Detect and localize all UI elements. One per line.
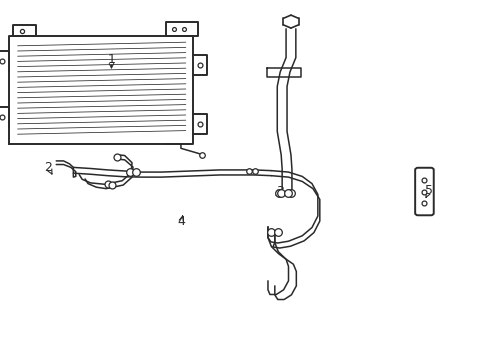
Text: 3: 3 bbox=[275, 185, 283, 198]
Text: 1: 1 bbox=[107, 53, 115, 66]
Text: 5: 5 bbox=[425, 184, 432, 197]
FancyBboxPatch shape bbox=[414, 168, 433, 215]
Text: 4: 4 bbox=[177, 215, 184, 228]
Text: 2: 2 bbox=[44, 161, 52, 174]
